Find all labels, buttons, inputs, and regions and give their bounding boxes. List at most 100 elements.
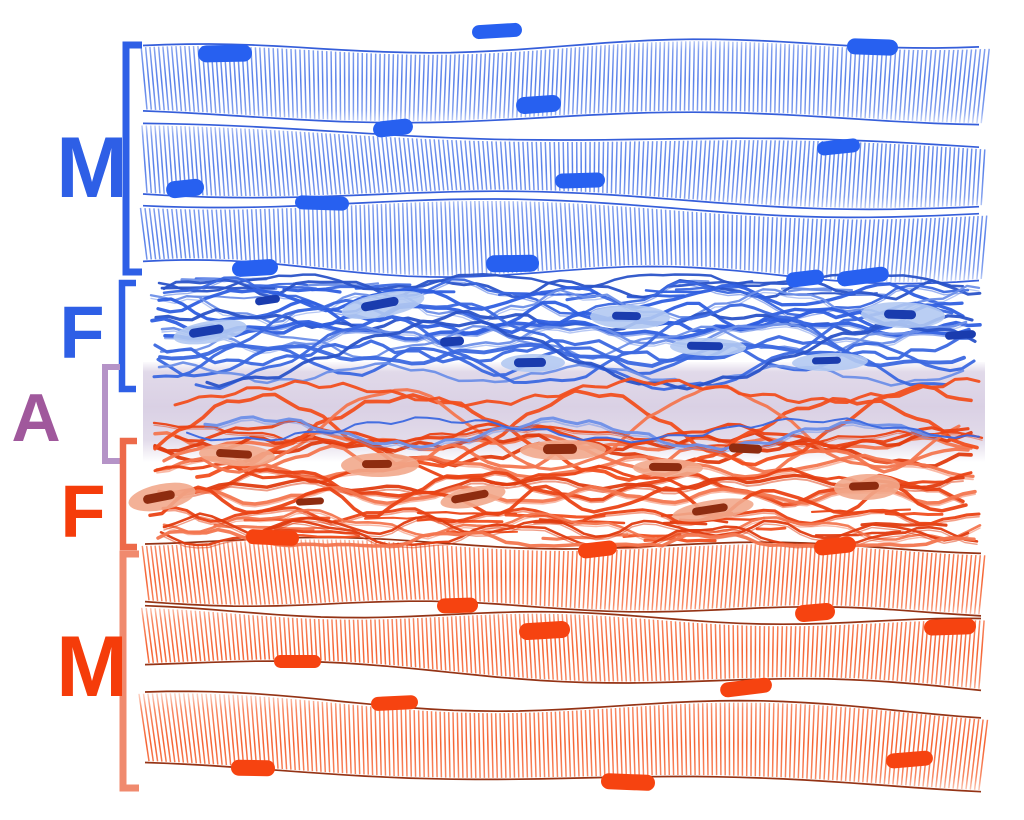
cell-nucleus bbox=[542, 443, 577, 455]
muscle-nucleus bbox=[720, 677, 772, 698]
muscle-nucleus bbox=[166, 178, 205, 199]
cell bbox=[341, 290, 425, 320]
muscle-nucleus bbox=[578, 540, 617, 559]
cell bbox=[440, 485, 506, 509]
cell-nucleus bbox=[216, 449, 253, 459]
muscle-nucleus bbox=[554, 172, 605, 189]
cell bbox=[520, 439, 606, 461]
label-a-mid: A bbox=[11, 380, 60, 456]
interface-fibers bbox=[152, 377, 984, 454]
fiber-echo bbox=[153, 424, 983, 452]
muscle-bottom-nuclei bbox=[230, 529, 976, 791]
cell-nucleus bbox=[255, 294, 280, 306]
muscle-bottom-region bbox=[138, 536, 989, 793]
muscle-nucleus bbox=[817, 138, 860, 156]
label-m-top: M bbox=[56, 120, 128, 216]
bracket-f-top bbox=[118, 279, 136, 393]
label-m-bottom: M bbox=[56, 619, 128, 715]
cell bbox=[341, 452, 419, 478]
muscle-nucleus bbox=[274, 654, 322, 669]
fiber-fragment bbox=[666, 280, 754, 288]
fiber-fragment bbox=[644, 289, 704, 294]
cell-nucleus bbox=[143, 490, 175, 504]
fiber bbox=[195, 393, 979, 482]
cell-nucleus bbox=[649, 462, 683, 472]
muscle-band bbox=[140, 38, 990, 126]
fibroblast-cells bbox=[128, 290, 976, 522]
cell-nucleus bbox=[687, 341, 724, 351]
cell-nucleus bbox=[361, 296, 399, 312]
fiber bbox=[153, 335, 973, 367]
region-annotation-m-top: M bbox=[56, 41, 142, 276]
muscle-nuclei bbox=[166, 22, 976, 791]
fiber bbox=[173, 377, 981, 408]
fiber-echo bbox=[158, 477, 964, 499]
cell bbox=[501, 353, 565, 373]
muscle-nucleus bbox=[295, 195, 349, 211]
bracket-f-bottom bbox=[119, 437, 137, 551]
cell bbox=[128, 482, 196, 512]
band-contour-bottom bbox=[142, 110, 980, 126]
bracket-a-mid bbox=[102, 364, 120, 464]
cell-nucleus bbox=[884, 309, 917, 320]
cell-nucleus bbox=[295, 497, 324, 506]
cell bbox=[861, 301, 945, 329]
muscle-nucleus bbox=[516, 94, 562, 114]
muscle-nucleus bbox=[786, 269, 825, 288]
label-f-top: F bbox=[59, 291, 104, 374]
muscle-nucleus bbox=[519, 621, 571, 641]
fibrous-bottom-cells bbox=[128, 439, 900, 522]
muscle-nucleus bbox=[232, 259, 278, 277]
muscle-nucleus bbox=[373, 118, 413, 138]
cell bbox=[672, 498, 754, 522]
cell bbox=[792, 352, 868, 372]
fiber bbox=[186, 416, 980, 444]
fiber-fragment bbox=[282, 287, 342, 294]
fiber bbox=[157, 297, 965, 331]
fiber-echo bbox=[163, 511, 981, 543]
muscle-nucleus bbox=[795, 603, 836, 622]
band-contour-top bbox=[144, 604, 982, 626]
fiber bbox=[201, 384, 961, 474]
cell bbox=[199, 443, 275, 467]
fibrous-top-cells bbox=[173, 290, 976, 373]
muscle-nucleus bbox=[198, 44, 253, 63]
cell-nucleus bbox=[513, 357, 546, 368]
muscle-regions bbox=[138, 38, 990, 793]
bracket-m-top bbox=[122, 41, 142, 276]
fibrous-top-region bbox=[149, 273, 982, 391]
fiber-fragment bbox=[364, 516, 422, 520]
fiber-echo bbox=[204, 419, 938, 454]
fiber-fragment bbox=[780, 287, 854, 292]
region-annotation-f-top: F bbox=[59, 279, 136, 393]
fiber bbox=[148, 483, 968, 520]
fiber-fragment bbox=[244, 284, 318, 290]
cell-nucleus bbox=[811, 356, 841, 365]
band-contour-bottom bbox=[144, 761, 982, 793]
fiber bbox=[157, 273, 965, 293]
band-contour-top bbox=[144, 690, 982, 719]
fiber bbox=[162, 512, 970, 542]
cell bbox=[670, 337, 746, 357]
muscle-nucleus bbox=[437, 597, 479, 614]
fiber bbox=[194, 301, 954, 391]
cell-nucleus bbox=[728, 443, 762, 454]
fiber bbox=[203, 415, 939, 452]
cell bbox=[633, 458, 703, 478]
cell bbox=[173, 319, 247, 345]
cell-nucleus bbox=[612, 311, 642, 321]
muscle-band bbox=[141, 122, 986, 211]
cell-nucleus bbox=[945, 330, 976, 340]
muscle-nucleus bbox=[601, 773, 655, 791]
bracket-m-bottom bbox=[119, 550, 139, 792]
fiber bbox=[205, 319, 977, 391]
cell bbox=[590, 304, 670, 330]
fiber bbox=[153, 462, 973, 492]
muscle-nucleus bbox=[886, 750, 933, 769]
fibrous-regions bbox=[148, 273, 984, 550]
fiber bbox=[160, 320, 968, 353]
muscle-band bbox=[138, 690, 989, 793]
